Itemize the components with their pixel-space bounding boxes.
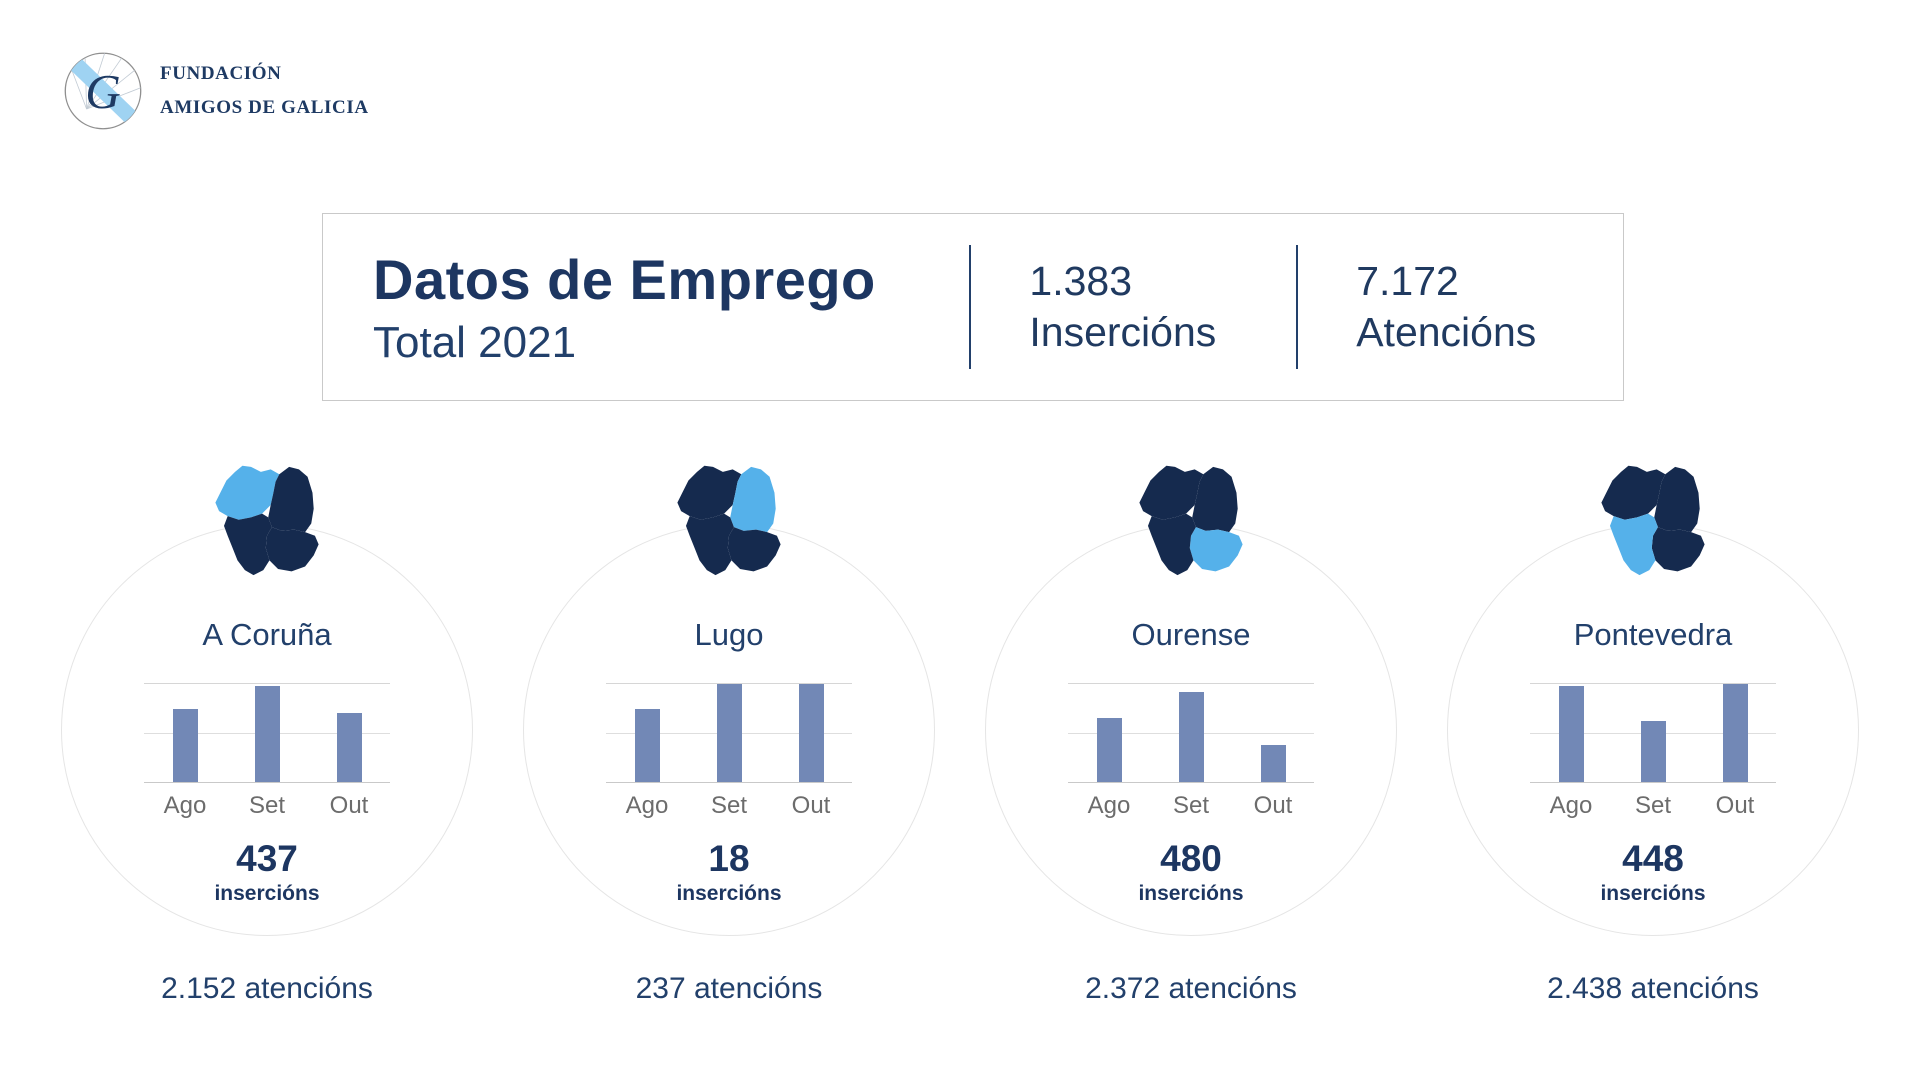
month-labels: Ago Set Out [144,792,390,820]
insercions-value: 480 [1160,838,1222,879]
bar-ago [634,708,660,782]
month-label: Set [1172,792,1210,819]
brand: G FUNDACIÓN AMIGOS DE GALICIA [62,50,369,132]
insercions-label: insercións [676,882,782,905]
bar-ago [1096,718,1122,782]
page-subtitle: Total 2021 [373,317,577,367]
bar-out [336,713,362,782]
card-pontevedra: Pontevedra Ago Set Out 448 insercións 2.… [1447,462,1859,1006]
month-label: Out [1715,792,1755,819]
atencions-total: 2.438 atencións [1547,972,1759,1005]
bar-set [1640,721,1666,782]
stat-atencions: 7.172 Atencións [1298,256,1623,359]
insercions-label: insercións [1138,882,1244,905]
insercions-value: 448 [1622,838,1684,879]
province-circle: Pontevedra Ago Set Out 448 insercións [1447,524,1859,936]
bar-out [798,684,824,782]
bar-set [254,685,280,782]
province-name: Ourense [1131,617,1251,652]
province-name: Pontevedra [1573,617,1733,652]
province-name: A Coruña [202,617,332,652]
province-circle: A Coruña Ago Set Out 437 insercións [61,524,473,936]
month-label: Ago [1087,792,1131,819]
galicia-map-icon [1139,465,1243,576]
mini-bar-chart [1530,683,1776,783]
month-labels: Ago Set Out [1068,792,1314,820]
atencions-total: 2.372 atencións [1085,972,1297,1005]
logo-letter: G [85,64,121,119]
province-cards: A Coruña Ago Set Out 437 insercións 2.15… [0,462,1920,1006]
bar-ago [1558,685,1584,782]
stat-atencions-value: 7.172 [1356,257,1459,304]
insercions-value: 437 [236,838,298,879]
mini-bar-chart [1068,683,1314,783]
stat-insercions: 1.383 Insercións [971,256,1296,359]
galicia-map-icon [1601,465,1705,576]
month-label: Ago [625,792,669,819]
brand-name: FUNDACIÓN AMIGOS DE GALICIA [160,63,369,119]
month-label: Out [791,792,831,819]
card-ourense: Ourense Ago Set Out 480 insercións 2.372… [985,462,1397,1006]
insercions-label: insercións [1600,882,1706,905]
stat-atencions-label: Atencións [1356,309,1537,355]
province-circle: Lugo Ago Set Out 18 insercións [523,524,935,936]
title-block: Datos de Emprego Total 2021 [323,247,969,368]
month-label: Ago [163,792,207,819]
month-label: Ago [1549,792,1593,819]
mini-bar-chart [606,683,852,783]
card-a-coruna: A Coruña Ago Set Out 437 insercións 2.15… [61,462,473,1006]
bar-out [1260,744,1286,782]
galicia-map-icon [677,465,781,576]
bar-out [1722,684,1748,782]
month-label: Out [329,792,369,819]
insercions-value: 18 [708,838,750,879]
bar-set [1178,691,1204,782]
month-label: Set [710,792,748,819]
atencions-total: 237 atencións [635,972,823,1005]
galicia-map-icon [215,465,319,576]
foundation-logo-icon: G [64,52,142,130]
card-lugo: Lugo Ago Set Out 18 insercións 237 atenc… [523,462,935,1006]
divider [969,245,972,369]
divider [1296,245,1299,369]
stat-insercions-label: Insercións [1029,309,1217,355]
header-panel: Datos de Emprego Total 2021 1.383 Inserc… [322,213,1624,401]
province-circle: Ourense Ago Set Out 480 insercións [985,524,1397,936]
bar-set [716,684,742,782]
insercions-label: insercións [214,882,320,905]
page-title: Datos de Emprego [373,247,876,311]
mini-bar-chart [144,683,390,783]
month-labels: Ago Set Out [1530,792,1776,820]
brand-line1: FUNDACIÓN [160,63,282,84]
bar-ago [172,708,198,782]
month-label: Set [248,792,286,819]
month-label: Set [1634,792,1672,819]
brand-line2: AMIGOS DE GALICIA [160,97,369,118]
province-name: Lugo [694,617,764,652]
month-label: Out [1253,792,1293,819]
month-labels: Ago Set Out [606,792,852,820]
atencions-total: 2.152 atencións [161,972,373,1005]
stat-insercions-value: 1.383 [1029,257,1132,304]
